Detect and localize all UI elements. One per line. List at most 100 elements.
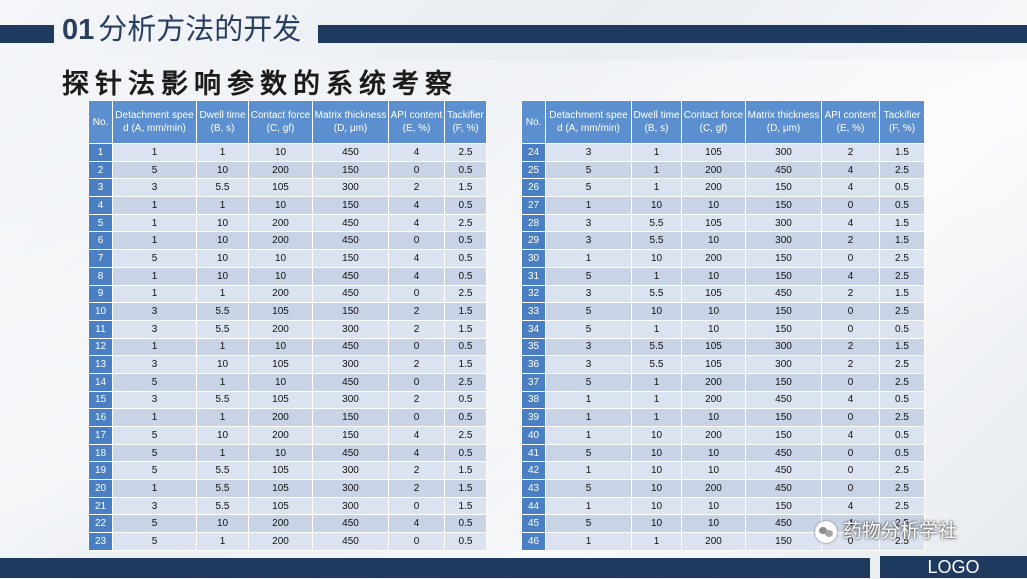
table-cell: 10: [681, 302, 746, 321]
table-cell: 0: [388, 160, 445, 180]
table-cell: 1.5: [879, 284, 925, 304]
table-cell: 0: [821, 302, 880, 321]
watermark-text: 药物分析学社: [843, 521, 958, 542]
table-cell: 4: [388, 426, 445, 445]
table-cell: 2.5: [879, 408, 925, 427]
table-cell: 10: [248, 443, 313, 463]
table-cell: 150: [312, 408, 389, 427]
table-cell: 4: [388, 249, 445, 268]
table-cell: 2: [388, 479, 445, 498]
table-cell: 4: [388, 514, 445, 534]
table-cell: 5.5: [631, 231, 682, 251]
table-cell: 10: [248, 196, 313, 215]
row-number-cell: 37: [521, 372, 546, 392]
row-number-cell: 38: [521, 390, 546, 410]
table-row: 26 5 1 200 150 4 0.5: [521, 178, 925, 198]
footer-logo-box: [880, 556, 1027, 578]
row-number-cell: 34: [521, 319, 546, 339]
table-cell: 1.5: [444, 461, 487, 481]
table-cell: 1: [112, 266, 197, 286]
table-cell: 1.5: [444, 178, 487, 198]
table-cell: 10: [196, 514, 249, 534]
table-cell: 2.5: [879, 249, 925, 268]
table-cell: 4: [388, 266, 445, 286]
table-cell: 2: [821, 337, 880, 357]
table-cell: 1: [196, 196, 249, 215]
table-cell: 3: [112, 390, 197, 410]
table-cell: 10: [681, 231, 746, 251]
table-cell: 10: [631, 479, 682, 498]
row-number-cell: 2: [88, 160, 113, 180]
table-cell: 1.5: [879, 213, 925, 233]
table-cell: 300: [745, 337, 822, 357]
table-cell: 10: [196, 213, 249, 233]
table-cell: 4: [388, 196, 445, 215]
section-number: 01: [62, 14, 95, 46]
table-cell: 1: [545, 196, 632, 215]
table-cell: 10: [631, 496, 682, 516]
table-cell: 0: [388, 496, 445, 516]
logo: LOGO: [927, 557, 980, 577]
table-cell: 10: [248, 249, 313, 268]
table-cell: 150: [745, 319, 822, 339]
table-cell: 150: [745, 408, 822, 427]
table-cell: 105: [248, 461, 313, 481]
table-cell: 300: [745, 213, 822, 233]
table-cell: 10: [631, 443, 682, 463]
column-header: Contact force (C, gf): [248, 100, 313, 144]
table-cell: 2: [821, 284, 880, 304]
row-number-cell: 39: [521, 408, 546, 427]
table-cell: 1: [631, 390, 682, 410]
row-number-cell: 4: [88, 196, 113, 215]
table-cell: 200: [248, 426, 313, 445]
row-number-cell: 32: [521, 284, 546, 304]
section-title: 分析方法的开发: [98, 14, 302, 46]
table-cell: 200: [681, 390, 746, 410]
table-row: 12 1 1 10 450 0 0.5: [88, 337, 487, 357]
table-cell: 3: [545, 337, 632, 357]
table-cell: 0.5: [444, 443, 487, 463]
table-row: 27 1 10 10 150 0 0.5: [521, 196, 925, 215]
table-cell: 0: [821, 372, 880, 392]
table-row: 38 1 1 200 450 4 0.5: [521, 390, 925, 410]
table-row: 24 3 1 105 300 2 1.5: [521, 143, 925, 162]
table-cell: 150: [745, 532, 822, 551]
table-cell: 2: [388, 355, 445, 374]
table-cell: 150: [312, 196, 389, 215]
table-cell: 450: [312, 337, 389, 357]
table-cell: 150: [312, 426, 389, 445]
table-cell: 0: [388, 408, 445, 427]
table-cell: 10: [631, 196, 682, 215]
table-row: 25 5 1 200 450 4 2.5: [521, 160, 925, 180]
table-cell: 5.5: [631, 355, 682, 374]
table-cell: 200: [248, 408, 313, 427]
table-cell: 2.5: [879, 514, 925, 534]
table-cell: 200: [248, 231, 313, 251]
table-cell: 105: [248, 496, 313, 516]
table-cell: 300: [312, 355, 389, 374]
table-row: 5 1 10 200 450 4 2.5: [88, 213, 487, 233]
table-row: 35 3 5.5 105 300 2 1.5: [521, 337, 925, 357]
row-number-cell: 41: [521, 443, 546, 463]
table-cell: 10: [681, 196, 746, 215]
table-cell: 0: [821, 319, 880, 339]
table-cell: 0.5: [879, 426, 925, 445]
row-number-cell: 13: [88, 355, 113, 374]
column-header: Tackifier (F, %): [879, 100, 925, 144]
table-header-row: No. Detachment speed (A, mm/min) Dwell tim…: [521, 100, 925, 144]
table-cell: 105: [681, 355, 746, 374]
table-row: 16 1 1 200 150 0 0.5: [88, 408, 487, 427]
table-cell: 5: [112, 443, 197, 463]
table-cell: 10: [248, 372, 313, 392]
table-cell: 5: [545, 372, 632, 392]
table-cell: 5.5: [196, 479, 249, 498]
table-cell: 1: [196, 337, 249, 357]
table-cell: 10: [681, 266, 746, 286]
table-cell: 5.5: [196, 390, 249, 410]
table-row: 11 3 5.5 200 300 2 1.5: [88, 319, 487, 339]
row-number-cell: 43: [521, 479, 546, 498]
table-cell: 200: [248, 532, 313, 551]
table-cell: 2.5: [444, 213, 487, 233]
table-cell: 1: [545, 426, 632, 445]
table-cell: 200: [681, 178, 746, 198]
